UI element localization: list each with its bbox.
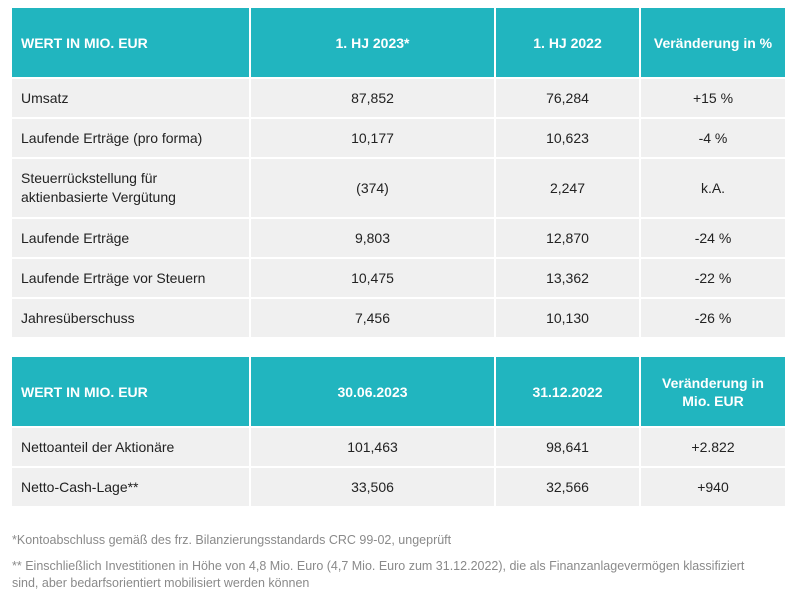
cell-current: 87,852 [250,78,496,119]
column-header-period-previous: 1. HJ 2022 [495,8,641,79]
column-header-metric: WERT IN MIO. EUR [12,357,251,428]
column-header-date-current: 30.06.2023 [250,357,496,428]
table-row: Jahresüberschuss 7,456 10,130 -26 % [12,298,785,339]
cell-current: 33,506 [250,467,496,508]
table-header-row: WERT IN MIO. EUR 1. HJ 2023* 1. HJ 2022 … [12,8,785,79]
row-label: Netto-Cash-Lage** [12,467,251,508]
row-label: Laufende Erträge [12,218,251,259]
cell-previous: 10,130 [495,298,641,339]
footnote-investments: ** Einschließlich Investitionen in Höhe … [12,559,745,590]
column-header-change: Veränderung in % [640,8,785,79]
cell-current: 9,803 [250,218,496,259]
table-header-row: WERT IN MIO. EUR 30.06.2023 31.12.2022 V… [12,357,785,428]
table-row: Laufende Erträge vor Steuern 10,475 13,3… [12,258,785,299]
table-row: Laufende Erträge (pro forma) 10,177 10,6… [12,118,785,159]
column-header-period-current: 1. HJ 2023* [250,8,496,79]
income-table: WERT IN MIO. EUR 1. HJ 2023* 1. HJ 2022 … [12,8,785,339]
cell-change: -4 % [640,118,785,159]
cell-previous: 2,247 [495,158,641,219]
cell-previous: 76,284 [495,78,641,119]
row-label: Jahresüberschuss [12,298,251,339]
cell-change: +940 [640,467,785,508]
cell-change: -24 % [640,218,785,259]
cell-current: 101,463 [250,427,496,468]
cell-current: (374) [250,158,496,219]
cell-previous: 98,641 [495,427,641,468]
cell-change: -26 % [640,298,785,339]
cell-previous: 10,623 [495,118,641,159]
cell-current: 10,177 [250,118,496,159]
row-label: Laufende Erträge (pro forma) [12,118,251,159]
cell-current: 7,456 [250,298,496,339]
cell-change: +15 % [640,78,785,119]
table-row: Steuerrückstellung für aktienbasierte Ve… [12,158,785,219]
row-label: Steuerrückstellung für aktienbasierte Ve… [12,158,251,219]
column-header-change: Veränderung in Mio. EUR [640,357,785,428]
cell-previous: 32,566 [495,467,641,508]
column-header-metric: WERT IN MIO. EUR [12,8,251,79]
column-header-date-previous: 31.12.2022 [495,357,641,428]
table-row: Netto-Cash-Lage** 33,506 32,566 +940 [12,467,785,508]
cell-previous: 12,870 [495,218,641,259]
table-row: Umsatz 87,852 76,284 +15 % [12,78,785,119]
cell-change: -22 % [640,258,785,299]
balance-table: WERT IN MIO. EUR 30.06.2023 31.12.2022 V… [12,357,785,508]
cell-change: +2.822 [640,427,785,468]
footnote-accounting-standard: *Kontoabschluss gemäß des frz. Bilanzier… [12,533,452,547]
cell-change: k.A. [640,158,785,219]
table-row: Laufende Erträge 9,803 12,870 -24 % [12,218,785,259]
table-row: Nettoanteil der Aktionäre 101,463 98,641… [12,427,785,468]
row-label: Nettoanteil der Aktionäre [12,427,251,468]
row-label: Umsatz [12,78,251,119]
row-label: Laufende Erträge vor Steuern [12,258,251,299]
cell-current: 10,475 [250,258,496,299]
cell-previous: 13,362 [495,258,641,299]
